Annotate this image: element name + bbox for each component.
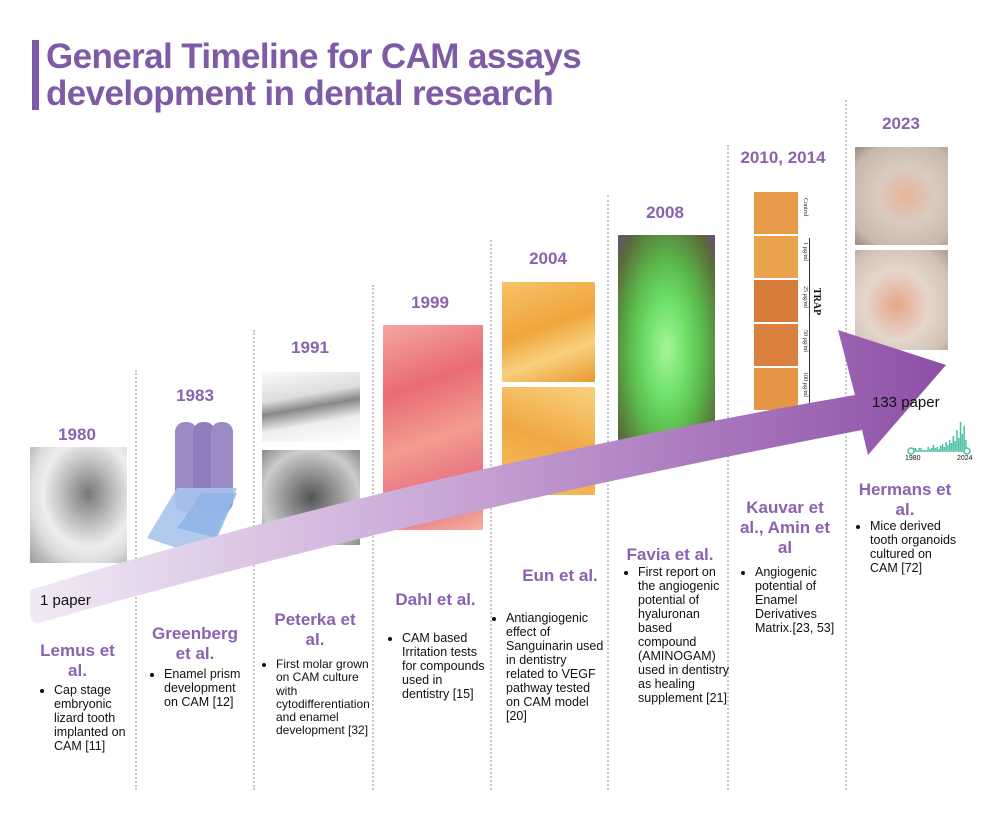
year-1999: 1999 [411, 293, 449, 312]
description-text: Enamel prism development on CAM [12] [164, 667, 251, 709]
description-text: CAM based Irritation tests for compounds… [402, 631, 492, 701]
mini-chart-bar [961, 434, 964, 450]
description-2010-2014: Angiogenic potential of Enamel Derivativ… [737, 565, 845, 635]
title-accent-bar [32, 40, 39, 110]
mini-chart-bar [932, 445, 935, 450]
start-paper-count: 1 paper [40, 592, 91, 609]
year-2004: 2004 [529, 249, 567, 268]
page-title: General Timeline for CAM assays developm… [46, 37, 582, 113]
mini-chart-bar [918, 448, 920, 450]
trap-label: TRAP [810, 280, 822, 324]
trap-panel [754, 192, 798, 234]
author-kauvar-amin: Kauvar et al., Amin et al [739, 498, 831, 557]
mini-chart-bar [943, 447, 946, 450]
chart-start-marker [907, 447, 915, 455]
description-text: Cap stage embryonic lizard tooth implant… [54, 683, 136, 753]
mini-chart-bar [952, 436, 955, 450]
chart-end-marker [963, 447, 971, 455]
cam-trap-image-2010: Control 1 µg/ml 25 µg/ml 50 µg/ml 100 µg… [752, 190, 824, 412]
enamel-prism-illustration-1983 [147, 418, 243, 560]
year-2008: 2008 [646, 203, 684, 222]
year-2010-2014: 2010, 2014 [740, 148, 826, 167]
mini-chart-bar [959, 422, 962, 450]
year-1983: 1983 [176, 386, 214, 405]
cam-image-2004-top [502, 282, 595, 382]
mini-chart-bar [940, 446, 942, 450]
mini-chart-bar [947, 445, 949, 450]
description-text: Antiangiogenic effect of Sanguinarin use… [506, 611, 606, 723]
trap-label-100: 100 µg/ml [802, 372, 808, 397]
mini-chart-bar [920, 448, 922, 450]
description-2023: Mice derived tooth organoids cultured on… [852, 519, 962, 575]
mini-chart-bar [938, 449, 940, 450]
author-lemus: Lemus et al. [40, 641, 115, 680]
mini-chart-bar [950, 443, 953, 450]
trap-panel [754, 236, 798, 278]
year-2023: 2023 [882, 114, 920, 133]
mini-chart-bar [956, 430, 958, 450]
mini-chart-bar [945, 442, 947, 450]
mini-chart-bar [963, 426, 965, 450]
mini-chart-bar [949, 440, 951, 450]
author-peterka: Peterka et al. [274, 610, 356, 649]
cam-fluorescence-image-2008 [618, 235, 715, 443]
description-1999: CAM based Irritation tests for compounds… [384, 631, 492, 701]
year-1980: 1980 [58, 425, 96, 444]
description-1980: Cap stage embryonic lizard tooth implant… [36, 683, 136, 753]
description-text: First molar grown on CAM culture with cy… [276, 657, 376, 738]
description-text: First report on the angiogenic potential… [638, 565, 730, 705]
histology-image-1980 [30, 447, 127, 563]
chart-start-year: 1980 [905, 455, 921, 462]
description-1991: First molar grown on CAM culture with cy… [258, 657, 376, 738]
author-favia: Favia et al. [626, 545, 714, 564]
mini-chart-bar [914, 448, 917, 450]
mini-chart-bar [941, 444, 944, 450]
organoid-image-2023-bottom [855, 250, 948, 350]
column-divider [727, 145, 729, 790]
chart-end-year: 2024 [957, 455, 973, 462]
description-text: Angiogenic potential of Enamel Derivativ… [755, 565, 845, 635]
trap-panel [754, 324, 798, 366]
mini-chart-bar [965, 440, 967, 450]
description-1983: Enamel prism development on CAM [12] [146, 667, 251, 709]
column-divider [845, 100, 847, 790]
mini-chart-bar [936, 447, 938, 450]
trap-label-25: 25 µg/ml [802, 286, 808, 308]
mini-chart-bar [934, 448, 937, 450]
author-eun: Eun et al. [522, 566, 598, 585]
description-2008: First report on the angiogenic potential… [620, 565, 730, 705]
organoid-image-2023-top [855, 147, 948, 245]
trap-bracket-line [809, 238, 810, 408]
mini-chart-bar [954, 441, 956, 450]
trap-label-1: 1 µg/ml [802, 242, 808, 261]
arrow-shape [30, 330, 946, 623]
author-hermans: Hermans et al. [858, 480, 952, 519]
histology-image-1991-top [262, 372, 360, 442]
trap-label-50: 50 µg/ml [802, 330, 808, 352]
mini-chart-bar [929, 449, 931, 450]
trap-panel [754, 368, 798, 410]
author-greenberg: Greenberg et al. [152, 624, 238, 663]
title-line-1: General Timeline for CAM assays [46, 37, 582, 76]
year-1991: 1991 [291, 338, 329, 357]
trap-panel [754, 280, 798, 322]
description-2004: Antiangiogenic effect of Sanguinarin use… [488, 611, 606, 723]
title-line-2: development in dental research [46, 74, 554, 113]
column-divider [372, 285, 374, 790]
description-text: Mice derived tooth organoids cultured on… [870, 519, 962, 575]
mini-publication-chart [907, 422, 971, 455]
mini-chart-bar [931, 448, 933, 450]
column-divider [607, 195, 609, 790]
mini-chart-bar [958, 438, 960, 450]
mini-chart-bar [927, 447, 929, 450]
author-dahl: Dahl et al. [395, 590, 476, 609]
column-divider [490, 240, 492, 790]
trap-label-control: Control [802, 198, 808, 217]
end-paper-count: 133 paper [872, 394, 940, 411]
